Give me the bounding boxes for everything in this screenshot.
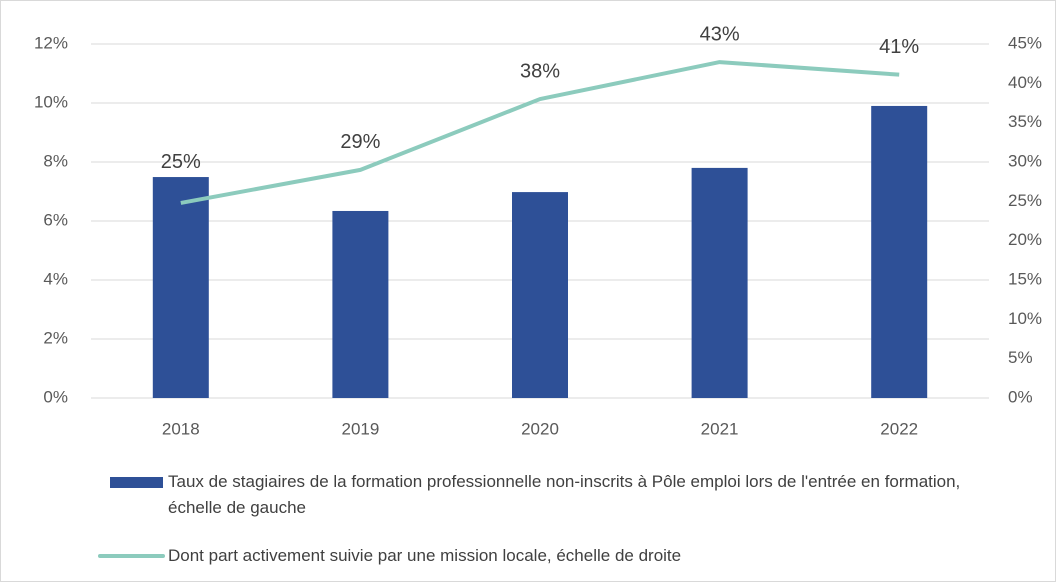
- y2-tick-label: 30%: [1008, 151, 1042, 170]
- y-tick-label: 0%: [43, 387, 68, 406]
- bar: [152, 177, 209, 398]
- y2-tick-label: 10%: [1008, 309, 1042, 328]
- legend-swatch: [110, 477, 163, 488]
- x-tick-label: 2018: [162, 419, 200, 438]
- data-label: 29%: [340, 131, 380, 153]
- y2-tick-label: 40%: [1008, 73, 1042, 92]
- legend-label: Dont part activement suivie par une miss…: [168, 546, 682, 565]
- bar: [332, 210, 389, 398]
- y2-tick-label: 0%: [1008, 387, 1033, 406]
- bar: [871, 105, 928, 398]
- y2-tick-label: 35%: [1008, 112, 1042, 131]
- y2-tick-label: 45%: [1008, 33, 1042, 52]
- x-tick-label: 2020: [521, 419, 559, 438]
- x-tick-label: 2021: [701, 419, 739, 438]
- y2-tick-label: 5%: [1008, 348, 1033, 367]
- y-tick-label: 4%: [43, 269, 68, 288]
- y2-tick-label: 20%: [1008, 230, 1042, 249]
- data-label: 25%: [161, 151, 201, 173]
- y-tick-label: 8%: [43, 151, 68, 170]
- bar: [691, 167, 748, 398]
- line-series: [180, 60, 900, 205]
- y-tick-label: 12%: [34, 33, 68, 52]
- y2-tick-label: 25%: [1008, 191, 1042, 210]
- data-label: 43%: [700, 23, 740, 45]
- legend-label: Taux de stagiaires de la formation profe…: [168, 472, 961, 517]
- y-tick-label: 10%: [34, 92, 68, 111]
- y-tick-label: 2%: [43, 328, 68, 347]
- x-tick-label: 2022: [880, 419, 918, 438]
- data-label: 41%: [879, 36, 919, 58]
- data-label: 38%: [520, 60, 560, 82]
- x-tick-label: 2019: [341, 419, 379, 438]
- bar: [512, 192, 568, 398]
- y2-tick-label: 15%: [1008, 269, 1042, 288]
- y-tick-label: 6%: [43, 210, 68, 229]
